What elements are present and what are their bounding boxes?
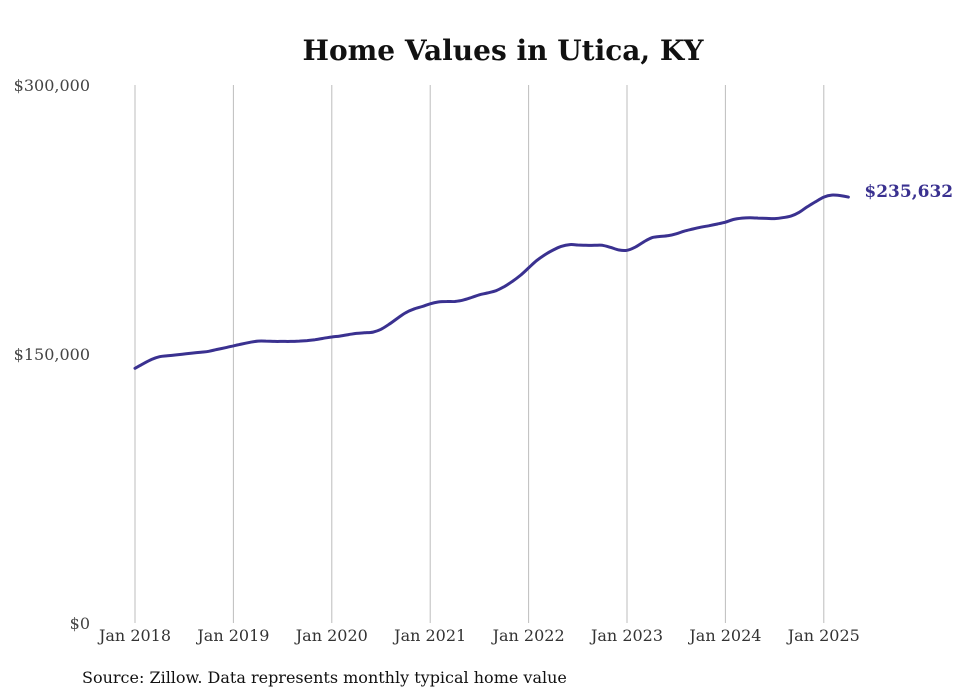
vertical-gridlines (134, 85, 825, 623)
series-line-home-value (133, 193, 850, 370)
y-axis-tick-labels: $0 $150,000 $300,000 (14, 76, 90, 633)
x-tick-label: Jan 2021 (392, 626, 466, 645)
chart-title: Home Values in Utica, KY (303, 34, 705, 67)
series-layer: $235,632 (133, 182, 953, 370)
x-tick-label: Jan 2023 (589, 626, 663, 645)
x-tick-label: Jan 2022 (491, 626, 565, 645)
x-axis-tick-labels: Jan 2018 Jan 2019 Jan 2020 Jan 2021 Jan 2022… (97, 626, 860, 645)
x-tick-label: Jan 2019 (195, 626, 269, 645)
x-tick-label: Jan 2018 (97, 626, 171, 645)
y-tick-label: $150,000 (14, 345, 90, 364)
end-value-label: $235,632 (864, 182, 953, 202)
x-tick-label: Jan 2020 (294, 626, 368, 645)
x-tick-label: Jan 2025 (786, 626, 860, 645)
y-tick-label: $0 (70, 614, 90, 633)
y-tick-label: $300,000 (14, 76, 90, 95)
x-tick-label: Jan 2024 (687, 626, 761, 645)
source-note: Source: Zillow. Data represents monthly … (82, 668, 567, 687)
